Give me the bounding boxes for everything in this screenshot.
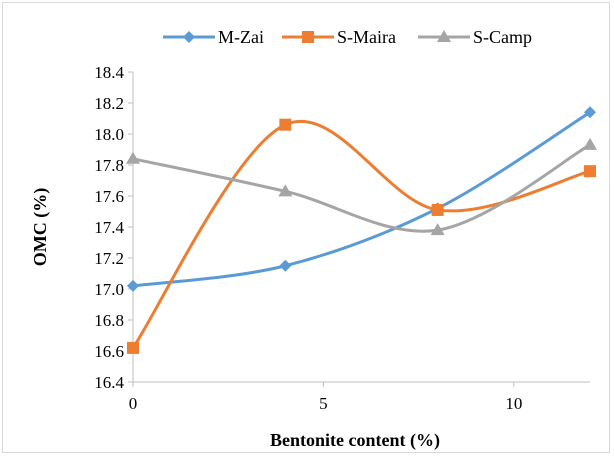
y-tick-label: 17.4 — [94, 218, 124, 237]
x-axis-ticks: 0 5 10 — [129, 382, 522, 413]
chart-frame — [2, 2, 610, 453]
y-tick-label: 17.0 — [94, 280, 124, 299]
series-line-s-camp — [132, 143, 591, 233]
legend-label-s-camp: S-Camp — [473, 27, 532, 47]
x-tick-label: 0 — [129, 394, 138, 413]
data-point-m-zai — [279, 259, 292, 272]
y-tick-label: 18.0 — [94, 125, 124, 144]
series-lines — [131, 111, 591, 349]
data-point-s-maira — [584, 165, 596, 178]
legend-label-s-maira: S-Maira — [337, 27, 396, 47]
data-point-m-zai — [127, 279, 139, 292]
data-point-s-maira — [279, 118, 292, 131]
series-line-s-maira — [131, 120, 591, 349]
y-tick-label: 17.8 — [94, 156, 124, 175]
y-tick-label: 16.8 — [94, 311, 124, 330]
legend-marker-s-camp — [437, 30, 451, 42]
y-tick-label: 16.4 — [94, 373, 124, 392]
axes — [132, 72, 590, 383]
y-tick-label: 16.6 — [94, 342, 124, 361]
y-tick-label: 18.2 — [94, 94, 124, 113]
series-markers — [126, 106, 597, 354]
data-point-s-camp — [430, 223, 445, 236]
y-tick-label: 17.6 — [94, 187, 124, 206]
y-tick-label: 18.4 — [94, 63, 124, 82]
legend-marker-m-zai — [183, 31, 195, 43]
x-tick-label: 10 — [505, 394, 522, 413]
data-point-s-camp — [126, 151, 140, 164]
data-point-s-maira — [431, 203, 444, 216]
data-point-s-maira — [127, 341, 139, 354]
data-point-s-camp — [583, 137, 597, 150]
legend-marker-s-maira — [302, 31, 314, 43]
x-axis-title: Bentonite content (%) — [270, 430, 440, 451]
data-point-m-zai — [584, 106, 596, 119]
legend: M-Zai S-Maira S-Camp — [163, 27, 532, 47]
y-axis-title: OMC (%) — [30, 188, 51, 266]
data-point-s-camp — [278, 184, 293, 197]
y-tick-label: 17.2 — [94, 249, 124, 268]
x-tick-label: 5 — [319, 394, 328, 413]
series-line-m-zai — [132, 111, 591, 288]
y-axis-ticks: 16.4 16.6 16.8 17.0 17.2 17.4 17.6 17.8 18.0 18.2… — [94, 63, 133, 392]
legend-label-m-zai: M-Zai — [218, 27, 264, 47]
